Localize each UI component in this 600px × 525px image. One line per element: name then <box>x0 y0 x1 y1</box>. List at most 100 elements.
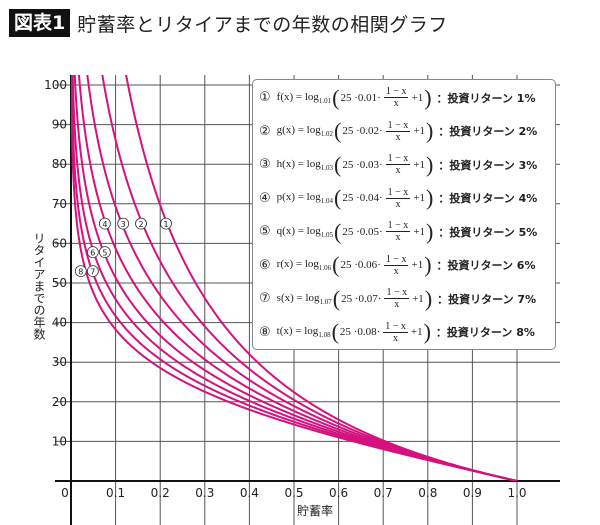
y-tick-label: 70 <box>52 197 67 211</box>
function-name: r <box>276 258 281 270</box>
fraction-numerator: 1 − x <box>385 119 411 132</box>
legend-marker: ④ <box>259 190 271 206</box>
open-paren: ( <box>334 151 342 177</box>
formula-const: 25 · <box>340 91 358 104</box>
formula-const: 25 · <box>342 125 360 137</box>
x-axis-label: 貯蓄率 <box>296 502 335 519</box>
formula-const: 25 · <box>341 292 359 305</box>
log-base: 1.07 <box>319 297 332 306</box>
curve-marker-circle <box>98 217 111 230</box>
close-paren: ) <box>424 285 433 311</box>
fraction-numerator: 1 − x <box>383 320 408 333</box>
formula-rate: 0.07 <box>358 292 378 305</box>
fraction-denominator: x <box>394 299 400 310</box>
function-prefix: (x) = log <box>280 258 319 270</box>
function-prefix: (x) = log <box>282 224 321 237</box>
formula-const: 25 · <box>342 192 360 204</box>
legend-function: r(x) = log1.06 <box>277 258 332 272</box>
fraction-denominator: x <box>393 98 399 109</box>
formula-plus: +1 <box>413 192 426 204</box>
formula-dot: · <box>379 225 383 238</box>
function-name: p <box>276 191 283 203</box>
log-base: 1.04 <box>320 197 333 205</box>
log-base: 1.02 <box>320 130 333 138</box>
legend-item: ⑥ r(x) = log1.06(25 · 0.06 · 1 − x x +1) ：投資… <box>259 249 536 282</box>
function-prefix: (x) = log <box>280 90 319 103</box>
log-base: 1.03 <box>320 163 333 172</box>
legend-label: ：投資リターン 5% <box>438 225 538 239</box>
function-name: h <box>276 157 283 170</box>
legend-box: ① f(x) = log1.01(25 · 0.01 · 1 − x x +1) ：投資… <box>252 79 556 350</box>
formula-dot: · <box>379 192 383 204</box>
formula-plus: +1 <box>413 125 426 137</box>
function-name: s <box>276 291 281 304</box>
formula-plus: +1 <box>410 326 423 338</box>
legend-function: s(x) = log1.07 <box>277 292 332 306</box>
x-tick-label: 1.0 <box>507 486 526 500</box>
legend-label: ：投資リターン 8% <box>435 326 535 339</box>
curve-marker-label: 3 <box>121 220 126 229</box>
formula-dot: · <box>377 292 382 305</box>
legend-marker: ① <box>259 90 271 105</box>
function-name: t <box>276 325 280 337</box>
fraction-numerator: 1 − x <box>384 287 410 299</box>
curve-marker-circle <box>74 265 87 278</box>
log-base: 1.05 <box>320 230 333 239</box>
legend-item: ⑦ s(x) = log1.07(25 · 0.07 · 1 − x x +1) ：投資… <box>259 282 536 315</box>
figure-title: 図表1 貯蓄率とリタイアまでの年数の相関グラフ <box>9 9 448 37</box>
formula-rate: 0.04 <box>359 192 379 204</box>
x-tick-label: 0.3 <box>195 486 214 500</box>
figure-number-badge: 図表1 <box>9 9 71 37</box>
function-prefix: (x) = log <box>282 157 321 170</box>
fraction-numerator: 1 − x <box>385 186 411 199</box>
y-tick-label: 80 <box>52 157 67 171</box>
fraction-numerator: 1 − x <box>385 220 411 232</box>
open-paren: ( <box>332 252 340 277</box>
x-tick-label: 0.2 <box>151 486 170 500</box>
fraction-denominator: x <box>393 265 399 277</box>
formula-dot: · <box>377 91 381 104</box>
legend-marker: ⑧ <box>259 324 271 340</box>
curve-marker-label: 7 <box>90 268 95 277</box>
curve-marker-label: 8 <box>78 268 83 277</box>
close-paren: ) <box>424 84 432 110</box>
legend-item: ⑤ q(x) = log1.05(25 · 0.05 · 1 − x x +1) ：投資… <box>259 215 537 248</box>
y-axis-label: リタイアまでの年数 <box>32 232 46 340</box>
formula-dot: · <box>379 158 383 171</box>
close-paren: ) <box>426 118 434 143</box>
x-tick-label: 0 <box>61 486 69 500</box>
open-paren: ( <box>331 319 339 344</box>
x-tick-label: 0.5 <box>284 486 303 500</box>
log-base: 1.06 <box>318 264 332 272</box>
close-paren: ) <box>424 252 432 277</box>
open-paren: ( <box>334 185 342 210</box>
formula-plus: +1 <box>412 292 424 305</box>
y-tick-label: 90 <box>52 118 67 132</box>
legend-marker: ⑤ <box>259 224 271 239</box>
series-line-1 <box>125 75 518 481</box>
x-tick-label: 0.7 <box>374 486 393 500</box>
legend-marker: ⑦ <box>259 291 271 306</box>
formula-const: 25 · <box>340 259 358 271</box>
legend-item: ③ h(x) = log1.03(25 · 0.03 · 1 − x x +1) ：投資… <box>259 148 537 181</box>
legend-marker: ③ <box>259 157 271 172</box>
close-paren: ) <box>426 151 434 177</box>
formula-plus: +1 <box>411 259 424 271</box>
legend-label: ：投資リターン 3% <box>438 158 538 172</box>
y-tick-label: 20 <box>52 395 67 409</box>
x-tick-label: 0.4 <box>240 486 259 500</box>
x-tick-label: 0.8 <box>418 486 437 500</box>
function-prefix: (x) = log <box>282 191 321 203</box>
function-name: f <box>276 90 281 103</box>
y-tick-label: 50 <box>52 276 67 290</box>
curve-marker-label: 4 <box>102 220 107 229</box>
legend-function: f(x) = log1.01 <box>277 91 332 105</box>
close-paren: ) <box>426 218 434 244</box>
curve-marker-circle <box>86 265 99 278</box>
